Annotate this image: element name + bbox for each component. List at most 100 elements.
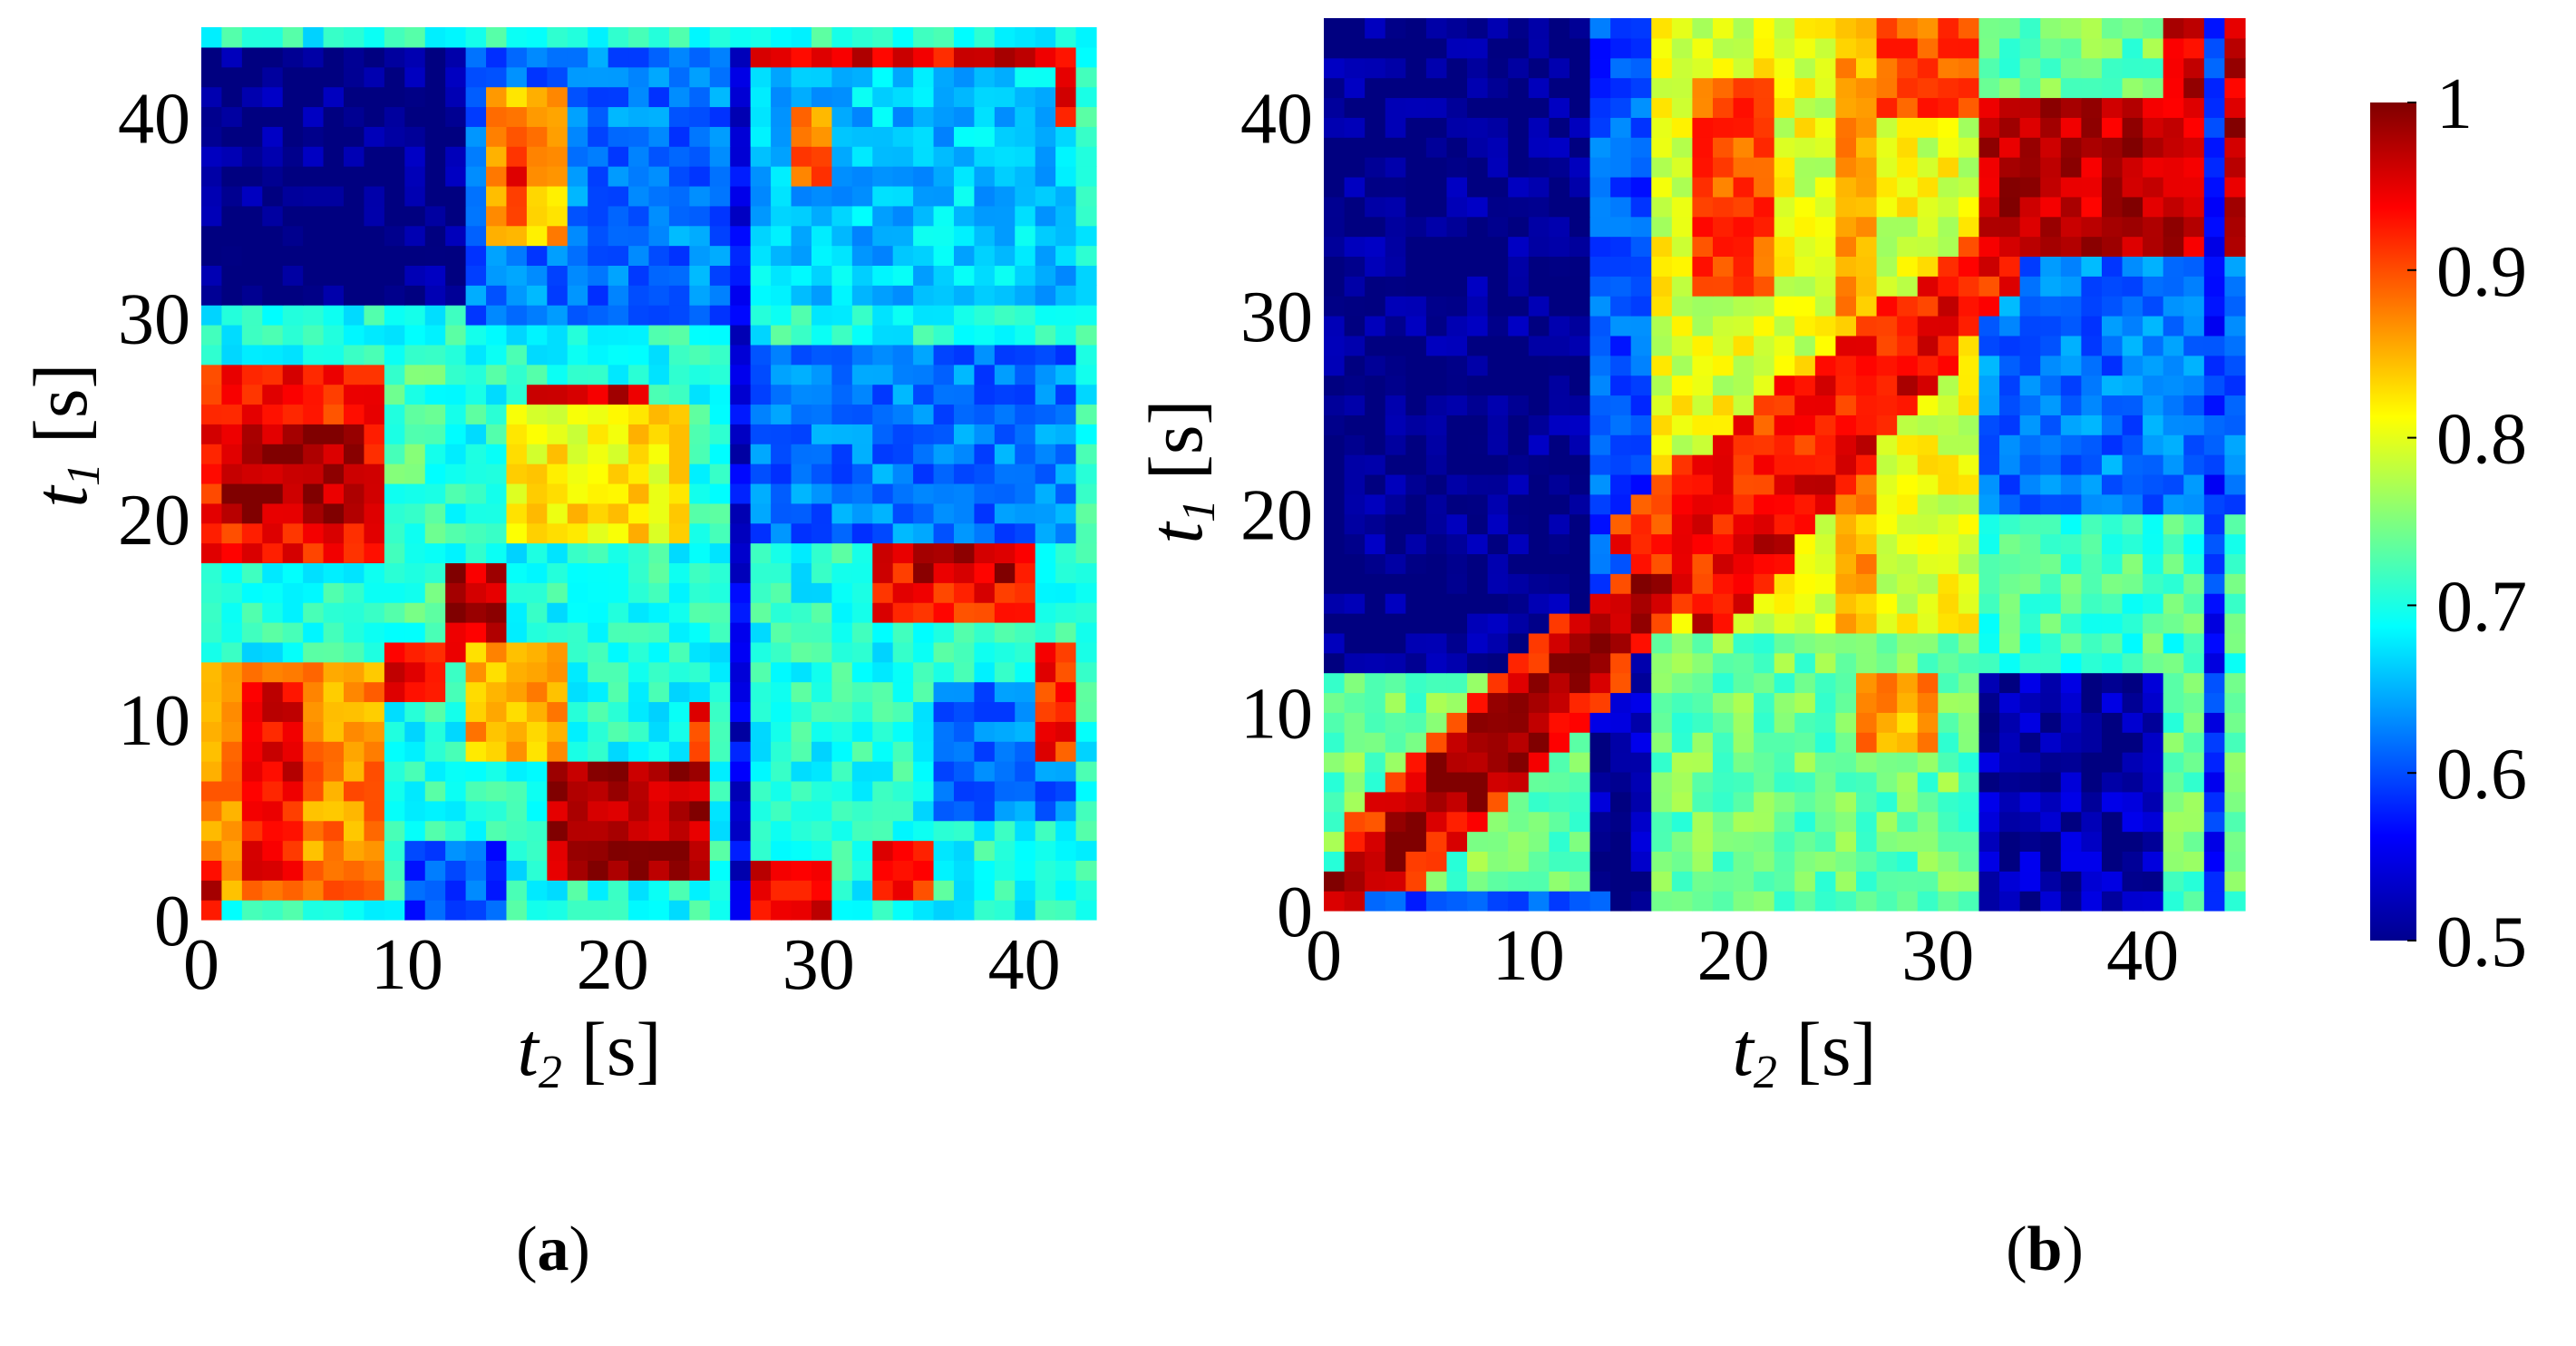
heatmap-b-cell: [1835, 831, 1857, 852]
heatmap-a-cell: [628, 860, 650, 881]
heatmap-a-cell: [1055, 424, 1077, 444]
heatmap-b-cell: [1365, 851, 1386, 872]
heatmap-a-cell: [811, 185, 832, 207]
heatmap-a-cell: [994, 761, 1016, 782]
heatmap-b-cell: [1814, 593, 1837, 614]
heatmap-b-cell: [2060, 157, 2082, 178]
heatmap-b-cell: [1958, 533, 1980, 554]
heatmap-a-cell: [689, 840, 711, 861]
heatmap-b-cell: [2163, 652, 2184, 674]
heatmap-b-cell: [1876, 137, 1898, 158]
heatmap-b-cell: [1712, 831, 1735, 852]
heatmap-b-cell: [1774, 573, 1795, 594]
heatmap-b-cell: [2224, 454, 2246, 475]
heatmap-b-cell: [1405, 473, 1427, 495]
heatmap-a-cell: [851, 146, 873, 167]
heatmap-a-cell: [201, 444, 223, 464]
heatmap-b-cell: [1385, 316, 1406, 336]
heatmap-b-cell: [1446, 493, 1468, 515]
heatmap-a-cell: [486, 166, 508, 187]
heatmap-a-cell: [445, 800, 467, 822]
heatmap-b-cell: [1978, 593, 2000, 614]
heatmap-a-cell: [668, 761, 690, 782]
heatmap-a-cell: [811, 681, 832, 703]
heatmap-b-cell: [1856, 236, 1878, 257]
heatmap-b-cell: [2019, 157, 2041, 178]
heatmap-b-cell: [1344, 256, 1366, 277]
heatmap-a-cell: [994, 820, 1016, 842]
heatmap-a-cell: [282, 245, 304, 266]
heatmap-a-cell: [668, 800, 690, 822]
heatmap-b-cell: [1671, 454, 1693, 475]
heatmap-b-cell: [1856, 791, 1878, 813]
heatmap-b-cell: [1425, 871, 1448, 892]
heatmap-a-cell: [588, 245, 609, 266]
heatmap-a-cell: [791, 27, 812, 48]
heatmap-a-cell: [668, 860, 690, 881]
heatmap-b-cell: [1508, 493, 1530, 515]
heatmap-b-cell: [1733, 395, 1755, 415]
heatmap-b-cell: [2183, 851, 2205, 872]
heatmap-b-cell: [1528, 613, 1550, 634]
heatmap-b-cell: [2060, 37, 2082, 59]
heatmap-b-cell: [1897, 692, 1919, 713]
heatmap-b-cell: [1385, 672, 1406, 694]
heatmap-a-cell: [791, 761, 812, 782]
heatmap-a-cell: [913, 761, 935, 782]
heatmap-b-cell: [2101, 256, 2124, 277]
heatmap-a-cell: [241, 483, 263, 504]
heatmap-a-cell: [262, 820, 284, 842]
heatmap-b-cell: [1385, 355, 1406, 376]
heatmap-b-cell: [1692, 771, 1714, 793]
heatmap-b-cell: [1610, 137, 1632, 158]
heatmap-a-cell: [526, 245, 548, 266]
heatmap-a-cell: [771, 146, 792, 167]
heatmap-a-cell: [872, 46, 894, 68]
heatmap-a-cell: [344, 86, 365, 108]
heatmap-a-cell: [486, 780, 508, 802]
heatmap-b-cell: [1365, 831, 1386, 852]
heatmap-a-cell: [831, 721, 853, 742]
heatmap-a-cell: [933, 126, 955, 147]
heatmap-b-cell: [1365, 791, 1386, 813]
heatmap-b-cell: [2060, 533, 2082, 554]
heatmap-b-cell: [1487, 454, 1509, 475]
heatmap-a-cell: [282, 344, 304, 366]
heatmap-a-cell: [668, 166, 690, 187]
heatmap-b-cell: [1774, 256, 1795, 277]
heatmap-a-cell: [486, 721, 508, 742]
heatmap-a-cell: [445, 661, 467, 683]
heatmap-b-cell: [1774, 533, 1795, 554]
heatmap-b-cell: [1978, 236, 2000, 257]
heatmap-b-cell: [1651, 652, 1673, 674]
heatmap-b-cell: [1528, 77, 1550, 99]
heatmap-a-cell: [913, 483, 935, 504]
heatmap-b-cell: [2224, 335, 2246, 356]
heatmap-a-cell: [750, 185, 772, 207]
heatmap-a-cell: [974, 741, 996, 762]
heatmap-a-cell: [588, 661, 609, 683]
heatmap-b-cell: [1630, 493, 1652, 515]
heatmap-a-cell: [303, 344, 325, 366]
heatmap-a-cell: [303, 562, 325, 583]
heatmap-a-cell: [588, 344, 609, 366]
heatmap-a-cell: [851, 325, 873, 346]
heatmap-b-cell: [1876, 493, 1898, 515]
heatmap-b-cell: [1835, 692, 1857, 713]
heatmap-b-cell: [2203, 613, 2226, 634]
heatmap-b-cell: [2019, 752, 2041, 773]
heatmap-a-cell: [404, 146, 426, 167]
heatmap-b-cell: [1856, 831, 1878, 852]
heatmap-a-cell: [913, 820, 935, 842]
heatmap-a-cell: [588, 265, 609, 286]
heatmap-a-cell: [404, 463, 426, 484]
heatmap-a-cell: [282, 741, 304, 762]
heatmap-a-cell: [384, 562, 405, 583]
heatmap-a-cell: [201, 265, 223, 286]
heatmap-b-cell: [1487, 553, 1509, 574]
heatmap-a-cell: [506, 424, 528, 444]
heatmap-b-cell: [1589, 891, 1611, 912]
heatmap-a-cell: [486, 46, 508, 68]
heatmap-b-cell: [1876, 157, 1898, 178]
heatmap-b-cell: [1978, 355, 2000, 376]
